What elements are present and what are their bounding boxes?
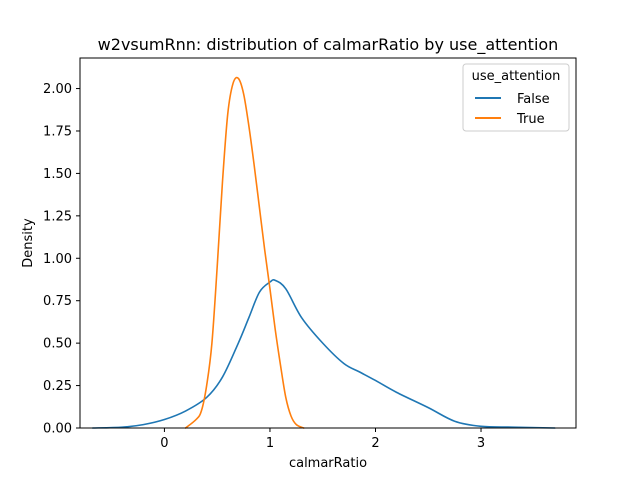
- y-axis-label: Density: [21, 218, 36, 268]
- x-tick-label: 2: [371, 436, 379, 451]
- x-tick-label: 3: [477, 436, 485, 451]
- x-tick-label: 0: [160, 436, 168, 451]
- x-tick-label: 1: [266, 436, 274, 451]
- y-tick-label: 0.75: [43, 294, 72, 309]
- legend: use_attention False True: [462, 63, 570, 132]
- legend-label-true: True: [516, 112, 545, 127]
- legend-label-false: False: [517, 92, 550, 107]
- y-axis-ticks: 0.00 0.25 0.50 0.75 1.00 1.25 1.50 1.75 2.00: [43, 82, 80, 437]
- y-tick-label: 0.50: [43, 337, 72, 352]
- plot-area-frame: [79, 57, 577, 429]
- plot-lines: [91, 76, 556, 429]
- y-tick-label: 1.75: [43, 124, 72, 139]
- legend-title: use_attention: [472, 69, 561, 84]
- y-tick-label: 1.50: [43, 167, 72, 182]
- y-tick-label: 2.00: [43, 82, 72, 97]
- x-axis-ticks: 0 1 2 3: [160, 428, 485, 451]
- series-line-false: [91, 279, 556, 429]
- chart-title: w2vsumRnn: distribution of calmarRatio b…: [98, 35, 559, 55]
- y-tick-label: 1.25: [43, 209, 72, 224]
- x-axis-label: calmarRatio: [289, 456, 367, 471]
- y-tick-label: 0.25: [43, 379, 72, 394]
- y-tick-label: 0.00: [43, 422, 72, 437]
- series-line-true: [184, 76, 305, 429]
- legend-box: [462, 63, 570, 132]
- y-tick-label: 1.00: [43, 252, 72, 267]
